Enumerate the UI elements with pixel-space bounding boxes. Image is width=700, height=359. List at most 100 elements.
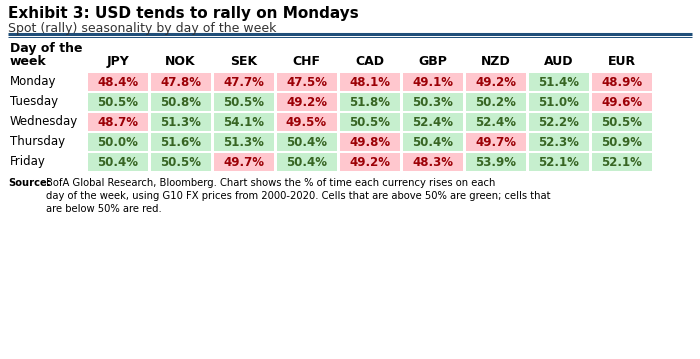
Text: 49.1%: 49.1% bbox=[412, 75, 453, 89]
FancyBboxPatch shape bbox=[276, 73, 337, 91]
Text: NOK: NOK bbox=[165, 55, 196, 68]
Text: 51.4%: 51.4% bbox=[538, 75, 579, 89]
Text: 50.5%: 50.5% bbox=[601, 116, 642, 129]
Text: 54.1%: 54.1% bbox=[223, 116, 264, 129]
FancyBboxPatch shape bbox=[88, 93, 148, 111]
Text: 48.3%: 48.3% bbox=[412, 155, 453, 168]
FancyBboxPatch shape bbox=[402, 133, 463, 151]
FancyBboxPatch shape bbox=[466, 73, 526, 91]
Text: 52.1%: 52.1% bbox=[538, 155, 579, 168]
Text: 50.5%: 50.5% bbox=[223, 95, 264, 108]
FancyBboxPatch shape bbox=[592, 73, 652, 91]
Text: week: week bbox=[10, 55, 47, 68]
FancyBboxPatch shape bbox=[340, 133, 400, 151]
Text: 50.0%: 50.0% bbox=[97, 135, 138, 149]
Text: Monday: Monday bbox=[10, 75, 57, 89]
FancyBboxPatch shape bbox=[150, 93, 211, 111]
Text: SEK: SEK bbox=[230, 55, 257, 68]
Text: 50.3%: 50.3% bbox=[412, 95, 453, 108]
Text: BofA Global Research, Bloomberg. Chart shows the % of time each currency rises o: BofA Global Research, Bloomberg. Chart s… bbox=[46, 178, 550, 214]
Text: Day of the: Day of the bbox=[10, 42, 83, 55]
FancyBboxPatch shape bbox=[466, 153, 526, 171]
FancyBboxPatch shape bbox=[466, 113, 526, 131]
FancyBboxPatch shape bbox=[528, 113, 589, 131]
FancyBboxPatch shape bbox=[276, 133, 337, 151]
FancyBboxPatch shape bbox=[214, 93, 274, 111]
FancyBboxPatch shape bbox=[528, 153, 589, 171]
FancyBboxPatch shape bbox=[528, 133, 589, 151]
Text: Spot (rally) seasonality by day of the week: Spot (rally) seasonality by day of the w… bbox=[8, 22, 276, 35]
Text: 49.6%: 49.6% bbox=[601, 95, 642, 108]
Text: Wednesday: Wednesday bbox=[10, 116, 78, 129]
Text: 51.8%: 51.8% bbox=[349, 95, 390, 108]
Text: CAD: CAD bbox=[355, 55, 384, 68]
FancyBboxPatch shape bbox=[214, 153, 274, 171]
Text: Friday: Friday bbox=[10, 155, 46, 168]
Text: 52.1%: 52.1% bbox=[601, 155, 642, 168]
Text: 50.5%: 50.5% bbox=[160, 155, 201, 168]
Text: 48.1%: 48.1% bbox=[349, 75, 390, 89]
FancyBboxPatch shape bbox=[402, 73, 463, 91]
Text: 50.4%: 50.4% bbox=[412, 135, 453, 149]
Text: 48.7%: 48.7% bbox=[97, 116, 138, 129]
Text: 52.2%: 52.2% bbox=[538, 116, 579, 129]
Text: 52.4%: 52.4% bbox=[412, 116, 453, 129]
Text: EUR: EUR bbox=[608, 55, 636, 68]
Text: 50.5%: 50.5% bbox=[97, 95, 138, 108]
Text: 50.4%: 50.4% bbox=[286, 135, 327, 149]
FancyBboxPatch shape bbox=[340, 153, 400, 171]
Text: NZD: NZD bbox=[481, 55, 510, 68]
FancyBboxPatch shape bbox=[150, 153, 211, 171]
FancyBboxPatch shape bbox=[276, 113, 337, 131]
Text: 50.5%: 50.5% bbox=[349, 116, 390, 129]
Text: 51.0%: 51.0% bbox=[538, 95, 579, 108]
Text: 50.2%: 50.2% bbox=[475, 95, 516, 108]
Text: 52.3%: 52.3% bbox=[538, 135, 579, 149]
Text: 48.9%: 48.9% bbox=[601, 75, 642, 89]
FancyBboxPatch shape bbox=[340, 113, 400, 131]
FancyBboxPatch shape bbox=[402, 93, 463, 111]
Text: AUD: AUD bbox=[544, 55, 573, 68]
FancyBboxPatch shape bbox=[88, 73, 148, 91]
Text: 51.6%: 51.6% bbox=[160, 135, 201, 149]
Text: 52.4%: 52.4% bbox=[475, 116, 516, 129]
FancyBboxPatch shape bbox=[88, 133, 148, 151]
Text: 50.4%: 50.4% bbox=[97, 155, 138, 168]
FancyBboxPatch shape bbox=[276, 93, 337, 111]
Text: 51.3%: 51.3% bbox=[160, 116, 201, 129]
FancyBboxPatch shape bbox=[402, 113, 463, 131]
FancyBboxPatch shape bbox=[402, 153, 463, 171]
Text: JPY: JPY bbox=[106, 55, 129, 68]
FancyBboxPatch shape bbox=[214, 133, 274, 151]
Text: 49.7%: 49.7% bbox=[223, 155, 264, 168]
FancyBboxPatch shape bbox=[466, 93, 526, 111]
Text: Exhibit 3: USD tends to rally on Mondays: Exhibit 3: USD tends to rally on Mondays bbox=[8, 6, 358, 21]
Text: 50.9%: 50.9% bbox=[601, 135, 642, 149]
FancyBboxPatch shape bbox=[340, 73, 400, 91]
FancyBboxPatch shape bbox=[340, 93, 400, 111]
FancyBboxPatch shape bbox=[88, 153, 148, 171]
Text: 53.9%: 53.9% bbox=[475, 155, 516, 168]
FancyBboxPatch shape bbox=[528, 73, 589, 91]
Text: 47.8%: 47.8% bbox=[160, 75, 201, 89]
Text: 49.2%: 49.2% bbox=[286, 95, 327, 108]
Text: GBP: GBP bbox=[418, 55, 447, 68]
FancyBboxPatch shape bbox=[150, 133, 211, 151]
FancyBboxPatch shape bbox=[276, 153, 337, 171]
Text: 50.8%: 50.8% bbox=[160, 95, 201, 108]
Text: 49.2%: 49.2% bbox=[349, 155, 390, 168]
Text: Thursday: Thursday bbox=[10, 135, 65, 149]
FancyBboxPatch shape bbox=[528, 93, 589, 111]
Text: Source:: Source: bbox=[8, 178, 51, 188]
FancyBboxPatch shape bbox=[150, 113, 211, 131]
Text: 49.5%: 49.5% bbox=[286, 116, 327, 129]
Text: Tuesday: Tuesday bbox=[10, 95, 58, 108]
Text: 49.8%: 49.8% bbox=[349, 135, 390, 149]
Text: 49.7%: 49.7% bbox=[475, 135, 516, 149]
FancyBboxPatch shape bbox=[88, 113, 148, 131]
FancyBboxPatch shape bbox=[592, 133, 652, 151]
FancyBboxPatch shape bbox=[214, 73, 274, 91]
Text: 49.2%: 49.2% bbox=[475, 75, 516, 89]
FancyBboxPatch shape bbox=[150, 73, 211, 91]
Text: 50.4%: 50.4% bbox=[286, 155, 327, 168]
